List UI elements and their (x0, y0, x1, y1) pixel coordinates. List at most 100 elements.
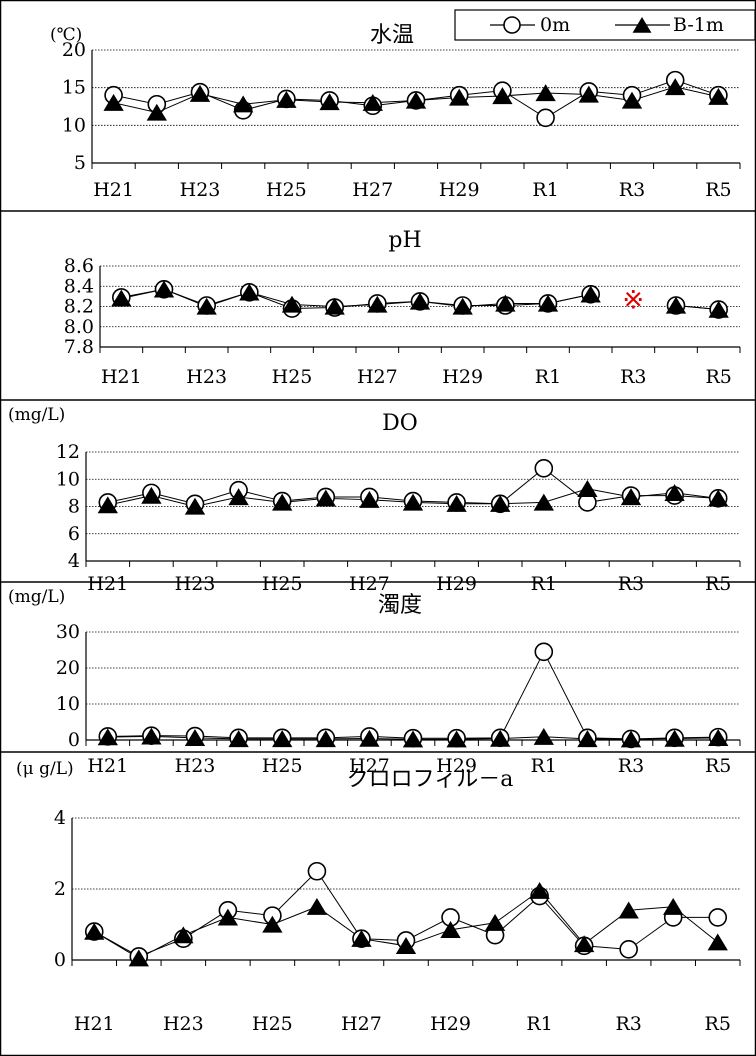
x-tick-label-1-4: H29 (439, 179, 480, 201)
point-3-B1m-H24 (228, 488, 249, 506)
point-4-B1m-R4 (664, 729, 685, 747)
point-5-B1m-R2 (573, 935, 595, 953)
x-tick-label-4-1: H23 (175, 755, 216, 777)
point-4-0m-R1 (534, 642, 554, 662)
x-tick-label-4-4: H29 (436, 755, 477, 777)
x-tick-label-3-4: H29 (436, 573, 477, 595)
point-3-B1m-H21 (97, 496, 118, 514)
x-tick-label-2-5: R1 (535, 366, 561, 388)
point-4-B1m-R2 (577, 730, 598, 748)
point-5-0m-H26 (307, 861, 327, 881)
point-1-B1m-H30 (492, 87, 513, 105)
point-4-B1m-H29 (446, 730, 467, 748)
point-3-B1m-R3 (620, 488, 642, 506)
point-5-B1m-R3 (618, 901, 639, 919)
point-5-B1m-H27 (351, 929, 372, 947)
point-5-B1m-H24 (217, 908, 239, 926)
x-tick-label-4-6: R3 (618, 755, 644, 777)
y-tick-label-2-3: 8.4 (64, 275, 94, 297)
x-tick-label-5-7: R5 (705, 1013, 731, 1035)
x-tick-label-3-1: H23 (175, 573, 216, 595)
point-1-B1m-R2 (578, 85, 599, 103)
y-tick-label-4-0: 0 (68, 729, 80, 751)
point-2-B1m-R4 (665, 296, 687, 314)
point-4-B1m-H21 (97, 728, 118, 746)
x-tick-label-2-7: R5 (705, 366, 731, 388)
unit-label-1: (℃) (50, 25, 82, 45)
point-4-B1m-H25 (272, 730, 293, 748)
point-1-B1m-H27 (362, 93, 383, 111)
x-tick-label-5-4: H29 (430, 1013, 471, 1035)
x-tick-label-1-7: R5 (705, 179, 731, 201)
x-tick-label-1-3: H27 (352, 179, 393, 201)
x-tick-label-2-3: H27 (357, 366, 398, 388)
y-tick-label-3-2: 8 (68, 496, 80, 518)
x-tick-label-5-1: H23 (163, 1013, 204, 1035)
point-3-B1m-H30 (490, 494, 511, 512)
point-5-B1m-H26 (306, 897, 328, 915)
y-tick-label-3-1: 6 (68, 523, 80, 545)
chart-title-2: pH (388, 228, 421, 253)
point-4-B1m-H28 (402, 730, 424, 748)
x-tick-label-4-5: R1 (531, 755, 557, 777)
point-3-B1m-H25 (272, 493, 293, 511)
y-tick-label-3-4: 12 (56, 441, 80, 463)
x-tick-label-2-2: H25 (272, 366, 313, 388)
point-5-0m-R5 (708, 908, 728, 927)
point-5-B1m-H22 (128, 949, 149, 967)
x-tick-label-1-6: R3 (619, 179, 645, 201)
x-tick-label-5-6: R3 (615, 1013, 641, 1035)
y-tick-label-5-2: 4 (54, 807, 66, 829)
x-tick-label-3-5: R1 (531, 573, 557, 595)
point-4-B1m-H22 (141, 727, 162, 745)
series-line-2-B-1m-0 (121, 288, 591, 308)
x-tick-label-4-7: R5 (705, 755, 731, 777)
point-2-B1m-H22 (153, 280, 175, 298)
chart-title-5: クロロフィル－a (347, 767, 514, 792)
point-1-B1m-H21 (103, 93, 124, 111)
x-tick-label-2-0: H21 (101, 366, 142, 388)
point-1-B1m-H26 (319, 93, 340, 111)
point-3-B1m-R4 (664, 484, 685, 502)
point-5-B1m-R1 (529, 881, 550, 899)
y-tick-label-2-2: 8.2 (64, 296, 94, 318)
point-2-B1m-H25 (281, 295, 303, 313)
x-tick-label-1-0: H21 (93, 179, 134, 201)
point-2-B1m-H26 (324, 297, 345, 315)
point-1-B1m-H29 (449, 88, 470, 106)
point-1-B1m-R3 (621, 91, 643, 109)
y-tick-label-4-1: 10 (56, 693, 80, 715)
y-tick-label-3-0: 4 (68, 550, 80, 572)
point-2-B1m-H24 (239, 283, 260, 301)
y-tick-label-3-3: 10 (56, 468, 80, 490)
x-tick-label-1-5: R1 (532, 179, 558, 201)
point-3-B1m-H23 (184, 497, 206, 515)
point-2-B1m-H27 (367, 295, 388, 313)
point-3-0m-R1 (534, 459, 554, 478)
x-tick-label-2-1: H23 (186, 366, 227, 388)
x-tick-label-3-2: H25 (262, 573, 303, 595)
y-tick-label-4-2: 20 (56, 657, 80, 679)
point-1-B1m-H25 (276, 90, 297, 108)
chart-1: 5 10 15 20 H21 H23 H25 H27 H29 R1 R3 R5 水温 (℃) (50, 23, 741, 201)
point-5-B1m-R4 (663, 897, 684, 915)
y-tick-label-1-3: 20 (62, 39, 86, 61)
point-2-B1m-H28 (409, 292, 431, 310)
chart-2: 7.88.08.28.48.6 H21 H23 H25 H27 H29 R1 R3 R5 pH ※ (64, 228, 741, 388)
legend-marker-B1m (632, 17, 652, 33)
chart-3: 4 6 8 10 12 H21 H23 H25 H27 H29 R1 R3 R5 DO (mg/L) (8, 405, 741, 595)
point-2-B1m-R5 (708, 300, 729, 318)
point-4-B1m-H24 (228, 730, 249, 748)
unit-label-4: (mg/L) (8, 587, 65, 607)
point-1-B1m-R4 (665, 78, 686, 96)
y-tick-label-4-3: 30 (56, 621, 80, 643)
x-tick-label-3-3: H27 (349, 573, 390, 595)
legend-label-B1m: B-1m (673, 14, 724, 36)
point-5-B1m-R5 (707, 933, 728, 951)
x-tick-label-1-2: H25 (266, 179, 307, 201)
point-4-B1m-H27 (359, 729, 380, 747)
unit-label-3: (mg/L) (8, 405, 65, 425)
point-4-B1m-H30 (490, 729, 511, 747)
legend-label-0m: 0m (540, 14, 570, 36)
x-tick-label-4-3: H27 (349, 755, 390, 777)
